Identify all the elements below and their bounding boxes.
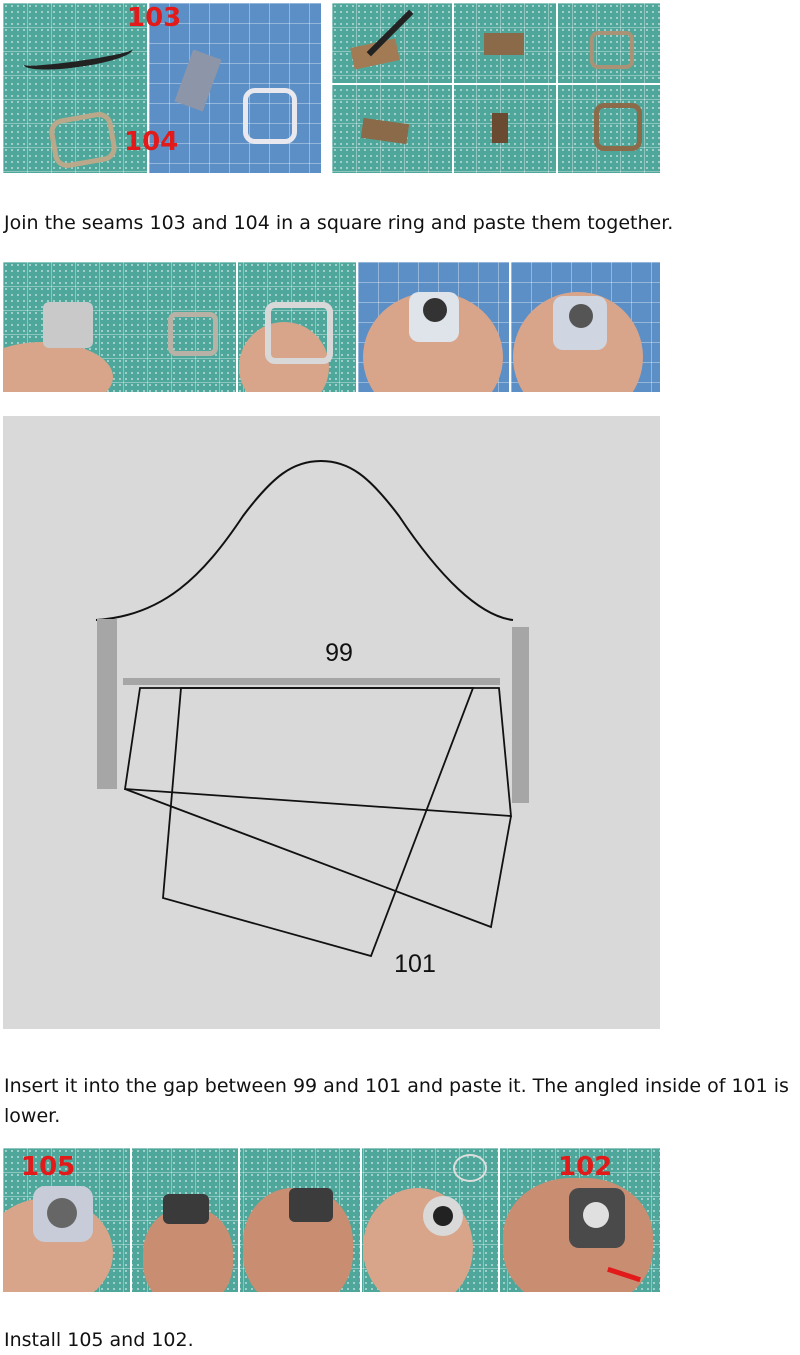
assembly-diagram-svg: 99 101 [95, 459, 529, 978]
label-101: 101 [394, 950, 436, 978]
label-104: 104 [124, 127, 179, 157]
label-105: 105 [21, 1152, 76, 1182]
label-102: 102 [558, 1152, 613, 1182]
assembly-diagram: 99 101 [3, 416, 660, 1029]
label-103: 103 [127, 3, 182, 33]
photo-strip-seams-right [332, 3, 660, 173]
caption-step-1: Join the seams 103 and 104 in a square r… [4, 212, 674, 234]
photo-strip-seams-left: 103 104 [3, 3, 321, 173]
photo-strip-install-105-102: 105 102 [3, 1148, 660, 1292]
caption-step-3: Install 105 and 102. [4, 1329, 194, 1351]
label-99: 99 [325, 639, 353, 667]
photo-strip-ring-install [3, 262, 660, 392]
caption-step-2: Insert it into the gap between 99 and 10… [4, 1075, 789, 1127]
